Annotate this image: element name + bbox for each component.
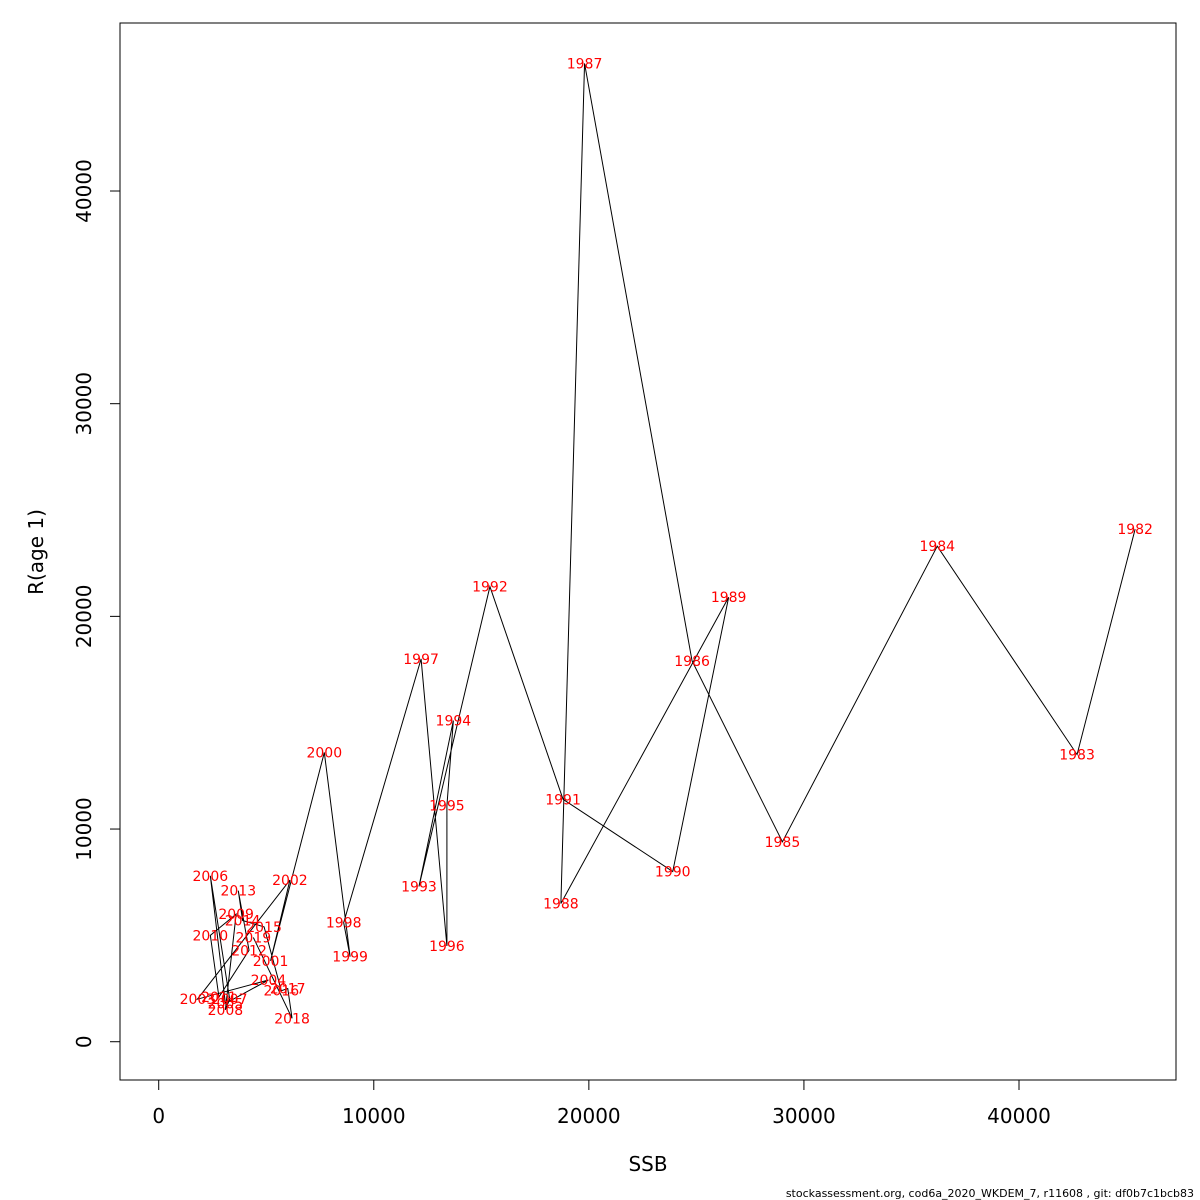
series-line: [196, 63, 1136, 1019]
point-label-1993: 1993: [401, 879, 437, 895]
point-label-1994: 1994: [436, 714, 472, 730]
point-label-1988: 1988: [543, 896, 579, 912]
point-label-2004: 2004: [251, 973, 287, 989]
point-label-1995: 1995: [429, 799, 465, 815]
y-tick-label: 30000: [72, 372, 96, 436]
point-label-2003: 2003: [180, 992, 216, 1008]
point-label-2018: 2018: [274, 1011, 310, 1027]
point-label-1991: 1991: [545, 792, 581, 808]
x-tick-label: 20000: [557, 1104, 621, 1128]
point-label-1990: 1990: [655, 865, 691, 881]
x-tick-label: 40000: [987, 1104, 1051, 1128]
x-tick-label: 30000: [772, 1104, 836, 1128]
point-label-2009: 2009: [218, 907, 254, 923]
point-label-2014: 2014: [225, 913, 261, 929]
x-axis: 0 10000 20000 30000 40000: [152, 1079, 1051, 1128]
x-tick-label: 10000: [342, 1104, 406, 1128]
y-tick-label: 0: [72, 1035, 96, 1048]
point-label-2013: 2013: [220, 884, 256, 900]
point-label-2011: 2011: [201, 990, 237, 1006]
point-label-2002: 2002: [272, 873, 308, 889]
point-label-1985: 1985: [765, 835, 801, 851]
point-label-1987: 1987: [567, 56, 603, 72]
point-label-2000: 2000: [306, 745, 342, 761]
point-label-1998: 1998: [326, 916, 362, 932]
point-label-2016: 2016: [263, 984, 299, 1000]
y-axis: 0 10000 20000 30000 40000: [72, 159, 121, 1048]
point-label-2019: 2019: [236, 931, 272, 947]
point-label-1984: 1984: [919, 539, 955, 555]
point-label-2005: 2005: [208, 996, 244, 1012]
point-label-1986: 1986: [674, 654, 710, 670]
y-tick-label: 10000: [72, 797, 96, 861]
point-label-1996: 1996: [429, 939, 465, 955]
point-label-1999: 1999: [332, 950, 368, 966]
point-label-2017: 2017: [270, 982, 306, 998]
point-label-1992: 1992: [472, 580, 508, 596]
point-label-2007: 2007: [212, 992, 248, 1008]
point-labels: 1982 1983 1984 1985 1986 1987 1988 1989 1990 1991…: [180, 56, 1153, 1027]
y-tick-label: 40000: [72, 159, 96, 223]
point-label-1982: 1982: [1117, 522, 1153, 538]
point-label-2010: 2010: [193, 928, 229, 944]
point-label-2015: 2015: [246, 920, 282, 936]
point-label-2012: 2012: [231, 943, 267, 959]
point-label-1983: 1983: [1059, 748, 1095, 764]
y-tick-label: 20000: [72, 585, 96, 649]
footer-text: stockassessment.org, cod6a_2020_WKDEM_7,…: [786, 1187, 1194, 1200]
point-label-1989: 1989: [711, 590, 747, 606]
point-label-2008: 2008: [208, 1003, 244, 1019]
point-label-1997: 1997: [403, 652, 439, 668]
x-tick-label: 0: [152, 1104, 165, 1128]
point-label-2006: 2006: [193, 869, 229, 885]
y-axis-title: R(age 1): [24, 509, 48, 595]
x-axis-title: SSB: [628, 1152, 667, 1176]
point-label-2001: 2001: [253, 954, 289, 970]
